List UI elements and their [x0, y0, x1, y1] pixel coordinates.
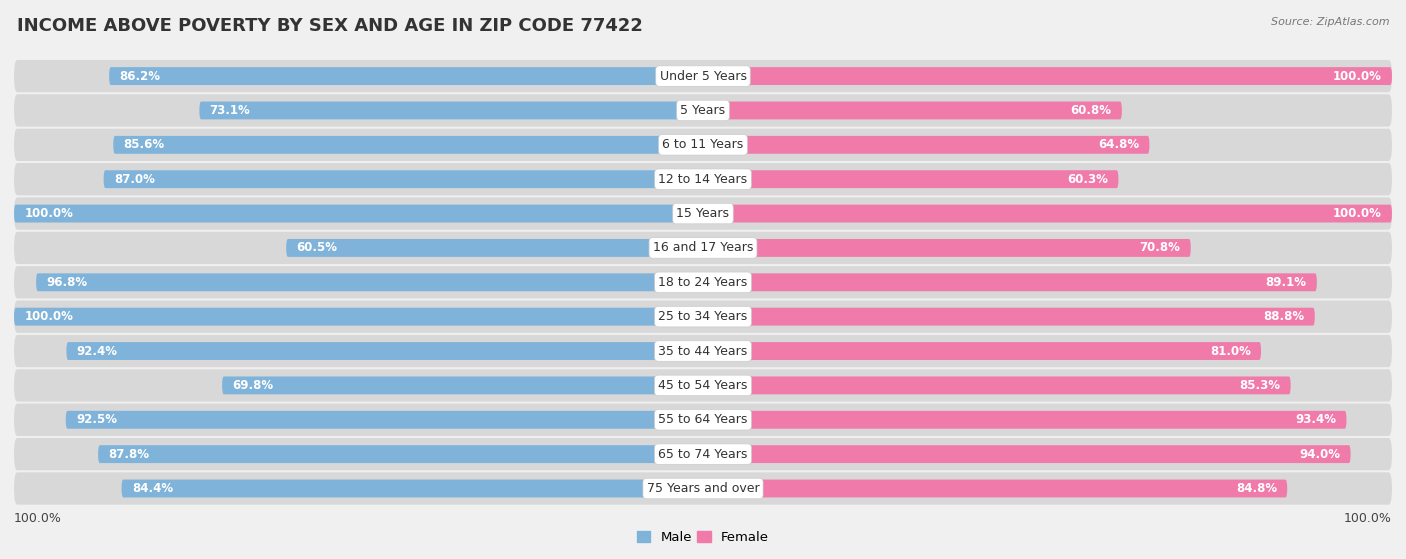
Text: 100.0%: 100.0% — [24, 310, 73, 323]
FancyBboxPatch shape — [66, 411, 703, 429]
Text: 55 to 64 Years: 55 to 64 Years — [658, 413, 748, 427]
Text: 5 Years: 5 Years — [681, 104, 725, 117]
FancyBboxPatch shape — [14, 232, 1392, 264]
Text: 84.8%: 84.8% — [1236, 482, 1277, 495]
FancyBboxPatch shape — [66, 342, 703, 360]
Text: 60.5%: 60.5% — [297, 241, 337, 254]
Text: 92.4%: 92.4% — [77, 344, 118, 358]
FancyBboxPatch shape — [121, 480, 703, 498]
FancyBboxPatch shape — [703, 67, 1392, 85]
FancyBboxPatch shape — [703, 480, 1288, 498]
Text: 35 to 44 Years: 35 to 44 Years — [658, 344, 748, 358]
Text: 100.0%: 100.0% — [14, 512, 62, 525]
FancyBboxPatch shape — [703, 205, 1392, 222]
FancyBboxPatch shape — [14, 60, 1392, 92]
FancyBboxPatch shape — [37, 273, 703, 291]
Text: 60.3%: 60.3% — [1067, 173, 1108, 186]
FancyBboxPatch shape — [14, 472, 1392, 505]
Text: 70.8%: 70.8% — [1139, 241, 1181, 254]
Text: 88.8%: 88.8% — [1264, 310, 1305, 323]
Text: Under 5 Years: Under 5 Years — [659, 69, 747, 83]
Text: 89.1%: 89.1% — [1265, 276, 1306, 289]
Text: 92.5%: 92.5% — [76, 413, 117, 427]
Text: 25 to 34 Years: 25 to 34 Years — [658, 310, 748, 323]
FancyBboxPatch shape — [287, 239, 703, 257]
FancyBboxPatch shape — [14, 335, 1392, 367]
FancyBboxPatch shape — [703, 239, 1191, 257]
FancyBboxPatch shape — [14, 307, 703, 325]
FancyBboxPatch shape — [200, 102, 703, 120]
FancyBboxPatch shape — [110, 67, 703, 85]
FancyBboxPatch shape — [14, 94, 1392, 126]
Text: 100.0%: 100.0% — [1333, 69, 1382, 83]
Text: 85.6%: 85.6% — [124, 138, 165, 151]
Legend: Male, Female: Male, Female — [631, 526, 775, 549]
FancyBboxPatch shape — [14, 438, 1392, 470]
Text: 94.0%: 94.0% — [1299, 448, 1340, 461]
Text: 100.0%: 100.0% — [1344, 512, 1392, 525]
Text: 85.3%: 85.3% — [1239, 379, 1281, 392]
Text: 65 to 74 Years: 65 to 74 Years — [658, 448, 748, 461]
Text: 15 Years: 15 Years — [676, 207, 730, 220]
FancyBboxPatch shape — [14, 163, 1392, 195]
FancyBboxPatch shape — [14, 129, 1392, 161]
FancyBboxPatch shape — [703, 307, 1315, 325]
Text: INCOME ABOVE POVERTY BY SEX AND AGE IN ZIP CODE 77422: INCOME ABOVE POVERTY BY SEX AND AGE IN Z… — [17, 17, 643, 35]
FancyBboxPatch shape — [14, 197, 1392, 230]
FancyBboxPatch shape — [98, 445, 703, 463]
Text: 75 Years and over: 75 Years and over — [647, 482, 759, 495]
Text: 87.8%: 87.8% — [108, 448, 149, 461]
FancyBboxPatch shape — [114, 136, 703, 154]
FancyBboxPatch shape — [703, 273, 1317, 291]
FancyBboxPatch shape — [703, 170, 1118, 188]
Text: 16 and 17 Years: 16 and 17 Years — [652, 241, 754, 254]
FancyBboxPatch shape — [703, 342, 1261, 360]
Text: 96.8%: 96.8% — [46, 276, 87, 289]
Text: 86.2%: 86.2% — [120, 69, 160, 83]
Text: 6 to 11 Years: 6 to 11 Years — [662, 138, 744, 151]
FancyBboxPatch shape — [703, 136, 1150, 154]
FancyBboxPatch shape — [14, 205, 703, 222]
Text: 100.0%: 100.0% — [24, 207, 73, 220]
FancyBboxPatch shape — [14, 369, 1392, 401]
FancyBboxPatch shape — [14, 301, 1392, 333]
Text: Source: ZipAtlas.com: Source: ZipAtlas.com — [1271, 17, 1389, 27]
Text: 73.1%: 73.1% — [209, 104, 250, 117]
Text: 100.0%: 100.0% — [1333, 207, 1382, 220]
FancyBboxPatch shape — [703, 102, 1122, 120]
Text: 64.8%: 64.8% — [1098, 138, 1139, 151]
FancyBboxPatch shape — [703, 411, 1347, 429]
Text: 84.4%: 84.4% — [132, 482, 173, 495]
Text: 93.4%: 93.4% — [1295, 413, 1336, 427]
FancyBboxPatch shape — [14, 404, 1392, 436]
FancyBboxPatch shape — [104, 170, 703, 188]
FancyBboxPatch shape — [703, 445, 1351, 463]
Text: 60.8%: 60.8% — [1070, 104, 1112, 117]
Text: 81.0%: 81.0% — [1209, 344, 1251, 358]
FancyBboxPatch shape — [222, 376, 703, 394]
Text: 18 to 24 Years: 18 to 24 Years — [658, 276, 748, 289]
Text: 45 to 54 Years: 45 to 54 Years — [658, 379, 748, 392]
FancyBboxPatch shape — [703, 376, 1291, 394]
FancyBboxPatch shape — [14, 266, 1392, 299]
Text: 12 to 14 Years: 12 to 14 Years — [658, 173, 748, 186]
Text: 69.8%: 69.8% — [232, 379, 274, 392]
Text: 87.0%: 87.0% — [114, 173, 155, 186]
